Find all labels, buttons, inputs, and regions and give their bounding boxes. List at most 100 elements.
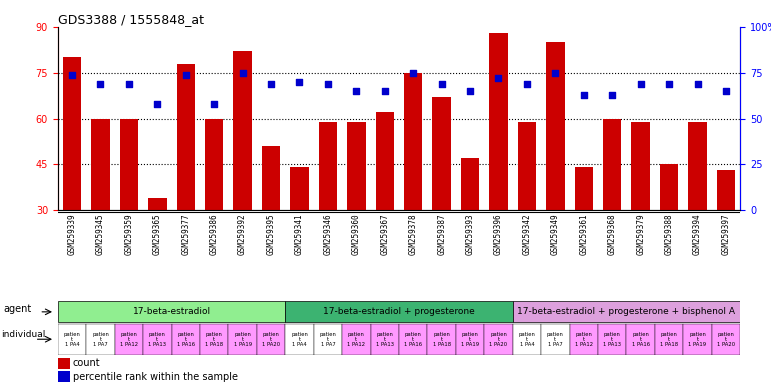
- Text: GSM259377: GSM259377: [181, 214, 190, 255]
- Bar: [58, 371, 70, 382]
- Text: GSM259359: GSM259359: [124, 214, 133, 255]
- Text: patien
t
1 PA20: patien t 1 PA20: [717, 332, 735, 347]
- Bar: [58, 301, 285, 323]
- Text: patien
t
1 PA18: patien t 1 PA18: [433, 332, 451, 347]
- Point: [436, 81, 448, 87]
- Text: patien
t
1 PA4: patien t 1 PA4: [63, 332, 80, 347]
- Text: 17-beta-estradiol + progesterone + bisphenol A: 17-beta-estradiol + progesterone + bisph…: [517, 307, 736, 316]
- Text: patien
t
1 PA13: patien t 1 PA13: [603, 332, 621, 347]
- Point: [663, 81, 675, 87]
- Text: GSM259342: GSM259342: [523, 214, 531, 255]
- Text: GSM259388: GSM259388: [665, 214, 674, 255]
- Point: [493, 75, 505, 81]
- Bar: [234, 51, 252, 302]
- Bar: [660, 164, 678, 302]
- Text: GSM259394: GSM259394: [693, 214, 702, 255]
- Bar: [490, 33, 508, 302]
- Bar: [257, 324, 285, 354]
- Bar: [603, 119, 621, 302]
- Point: [606, 92, 618, 98]
- Point: [208, 101, 221, 107]
- Text: GSM259379: GSM259379: [636, 214, 645, 255]
- Point: [322, 81, 334, 87]
- Bar: [318, 122, 337, 302]
- Text: 17-beta-estradiol + progesterone: 17-beta-estradiol + progesterone: [323, 307, 475, 316]
- Text: GSM259368: GSM259368: [608, 214, 617, 255]
- Bar: [171, 324, 200, 354]
- Text: patien
t
1 PA19: patien t 1 PA19: [689, 332, 706, 347]
- Point: [151, 101, 163, 107]
- Text: patien
t
1 PA19: patien t 1 PA19: [461, 332, 479, 347]
- Bar: [655, 324, 683, 354]
- Text: percentile rank within the sample: percentile rank within the sample: [72, 372, 237, 382]
- Bar: [404, 73, 423, 302]
- Bar: [290, 167, 308, 302]
- Text: patien
t
1 PA4: patien t 1 PA4: [518, 332, 535, 347]
- Text: GSM259378: GSM259378: [409, 214, 418, 255]
- Text: 17-beta-estradiol: 17-beta-estradiol: [133, 307, 210, 316]
- Text: patien
t
1 PA7: patien t 1 PA7: [92, 332, 109, 347]
- Text: GSM259386: GSM259386: [210, 214, 219, 255]
- Text: GSM259395: GSM259395: [267, 214, 275, 255]
- Bar: [598, 324, 626, 354]
- Bar: [541, 324, 570, 354]
- Text: patien
t
1 PA12: patien t 1 PA12: [120, 332, 138, 347]
- Point: [350, 88, 362, 94]
- Point: [265, 81, 278, 87]
- Text: GSM259339: GSM259339: [68, 214, 76, 255]
- Bar: [148, 198, 167, 302]
- Bar: [347, 122, 365, 302]
- Bar: [228, 324, 257, 354]
- Point: [635, 81, 647, 87]
- Text: GSM259349: GSM259349: [550, 214, 560, 255]
- Bar: [574, 167, 593, 302]
- Text: patien
t
1 PA16: patien t 1 PA16: [404, 332, 423, 347]
- Bar: [200, 324, 228, 354]
- Bar: [86, 324, 115, 354]
- Text: individual: individual: [1, 330, 45, 339]
- Bar: [427, 324, 456, 354]
- Point: [66, 71, 78, 78]
- Text: patien
t
1 PA7: patien t 1 PA7: [319, 332, 336, 347]
- Bar: [546, 42, 564, 302]
- Bar: [375, 113, 394, 302]
- Text: GSM259345: GSM259345: [96, 214, 105, 255]
- Text: patien
t
1 PA13: patien t 1 PA13: [375, 332, 394, 347]
- Text: patien
t
1 PA18: patien t 1 PA18: [660, 332, 678, 347]
- Point: [720, 88, 732, 94]
- Bar: [484, 324, 513, 354]
- Bar: [58, 358, 70, 369]
- Text: patien
t
1 PA7: patien t 1 PA7: [547, 332, 564, 347]
- Bar: [177, 63, 195, 302]
- Bar: [285, 301, 513, 323]
- Point: [94, 81, 106, 87]
- Text: patien
t
1 PA18: patien t 1 PA18: [205, 332, 224, 347]
- Bar: [262, 146, 281, 302]
- Text: patien
t
1 PA16: patien t 1 PA16: [177, 332, 195, 347]
- Point: [577, 92, 590, 98]
- Point: [692, 81, 704, 87]
- Bar: [570, 324, 598, 354]
- Bar: [712, 324, 740, 354]
- Point: [379, 88, 391, 94]
- Text: agent: agent: [3, 303, 31, 314]
- Bar: [342, 324, 371, 354]
- Bar: [115, 324, 143, 354]
- Text: patien
t
1 PA20: patien t 1 PA20: [490, 332, 507, 347]
- Text: GSM259361: GSM259361: [579, 214, 588, 255]
- Point: [123, 81, 135, 87]
- Text: patien
t
1 PA20: patien t 1 PA20: [262, 332, 280, 347]
- Bar: [513, 301, 740, 323]
- Bar: [461, 158, 480, 302]
- Bar: [433, 97, 451, 302]
- Text: GSM259392: GSM259392: [238, 214, 247, 255]
- Bar: [314, 324, 342, 354]
- Text: GSM259346: GSM259346: [323, 214, 332, 255]
- Text: GSM259396: GSM259396: [494, 214, 503, 255]
- Text: patien
t
1 PA4: patien t 1 PA4: [291, 332, 308, 347]
- Text: GSM259397: GSM259397: [722, 214, 730, 255]
- Text: count: count: [72, 358, 100, 368]
- Text: patien
t
1 PA12: patien t 1 PA12: [574, 332, 593, 347]
- Point: [237, 70, 249, 76]
- Bar: [689, 122, 707, 302]
